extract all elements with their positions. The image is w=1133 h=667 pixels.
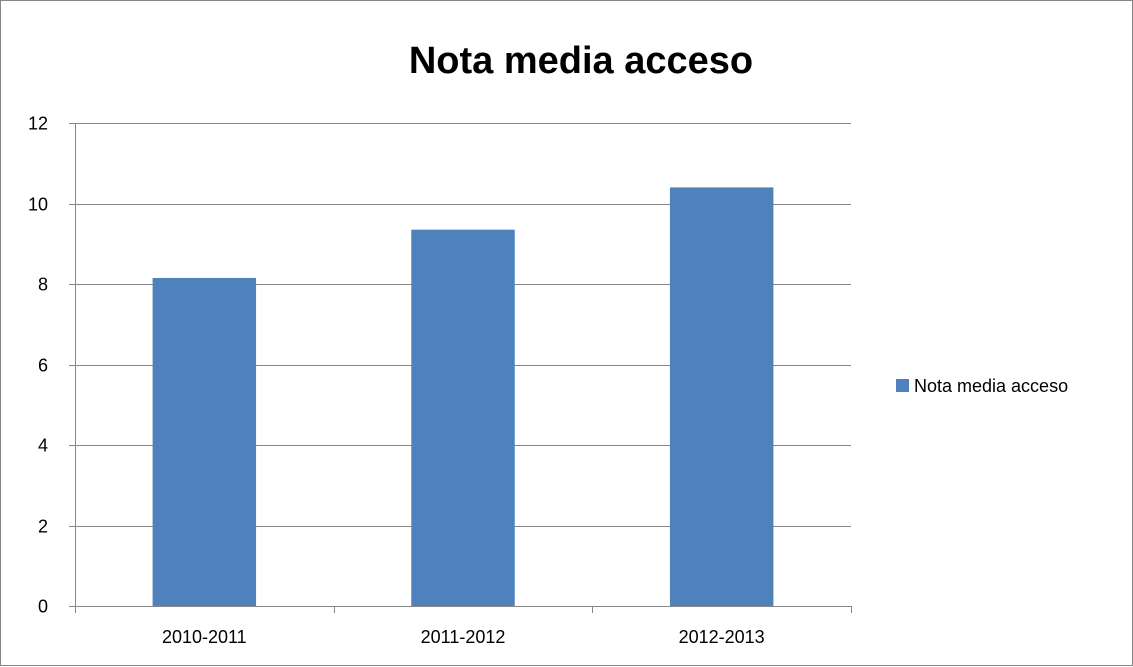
legend: Nota media acceso <box>896 376 1068 396</box>
x-tick-label: 2011-2012 <box>421 627 506 647</box>
chart-title: Nota media acceso <box>409 40 753 82</box>
y-tick-label: 4 <box>38 436 48 456</box>
bars <box>152 187 774 606</box>
x-tick-label: 2012-2013 <box>679 627 765 647</box>
legend-swatch <box>896 379 909 392</box>
legend-label: Nota media acceso <box>914 376 1068 396</box>
y-tick-label: 6 <box>38 356 48 376</box>
y-tick-labels: 0 2 4 6 8 10 12 <box>28 114 48 617</box>
bar-2010-2011 <box>152 277 257 606</box>
axes <box>69 123 852 613</box>
y-tick-label: 12 <box>28 114 48 134</box>
x-tick-label: 2010-2011 <box>162 627 247 647</box>
y-tick-label: 8 <box>38 275 48 295</box>
x-tick-labels: 2010-2011 2011-2012 2012-2013 <box>162 627 765 647</box>
y-tick-label: 0 <box>38 597 48 617</box>
bar-2012-2013 <box>669 187 774 606</box>
bar-2011-2012 <box>411 229 515 606</box>
y-tick-label: 10 <box>28 195 48 215</box>
y-tick-label: 2 <box>38 517 48 537</box>
